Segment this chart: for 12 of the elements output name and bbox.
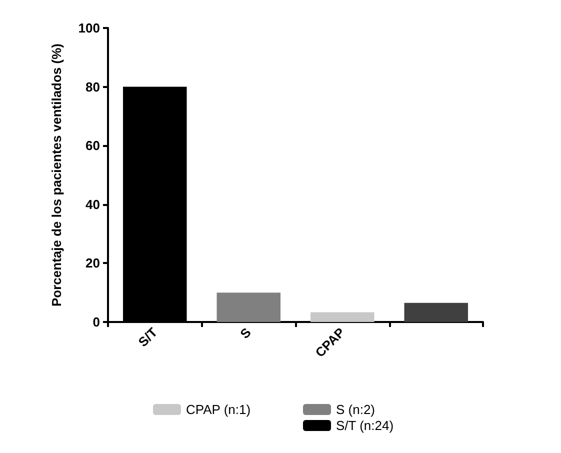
y-tick-label: 0 (92, 314, 100, 330)
y-tick-label: 60 (86, 138, 100, 154)
x-tick-label: S (237, 324, 254, 342)
y-axis-title: Porcentaje de los pacientes ventilados (%) (49, 44, 64, 306)
y-tick-label: 100 (78, 20, 100, 36)
legend-label: CPAP (n:1) (186, 402, 251, 417)
legend-label: S (n:2) (336, 402, 376, 417)
x-tick-label: S/T (135, 324, 160, 350)
y-tick-label: 40 (86, 196, 100, 212)
y-tick-label: 80 (86, 79, 100, 94)
y-tick-label: 20 (86, 256, 100, 271)
legend-label: S/T (n:24) (336, 418, 394, 433)
